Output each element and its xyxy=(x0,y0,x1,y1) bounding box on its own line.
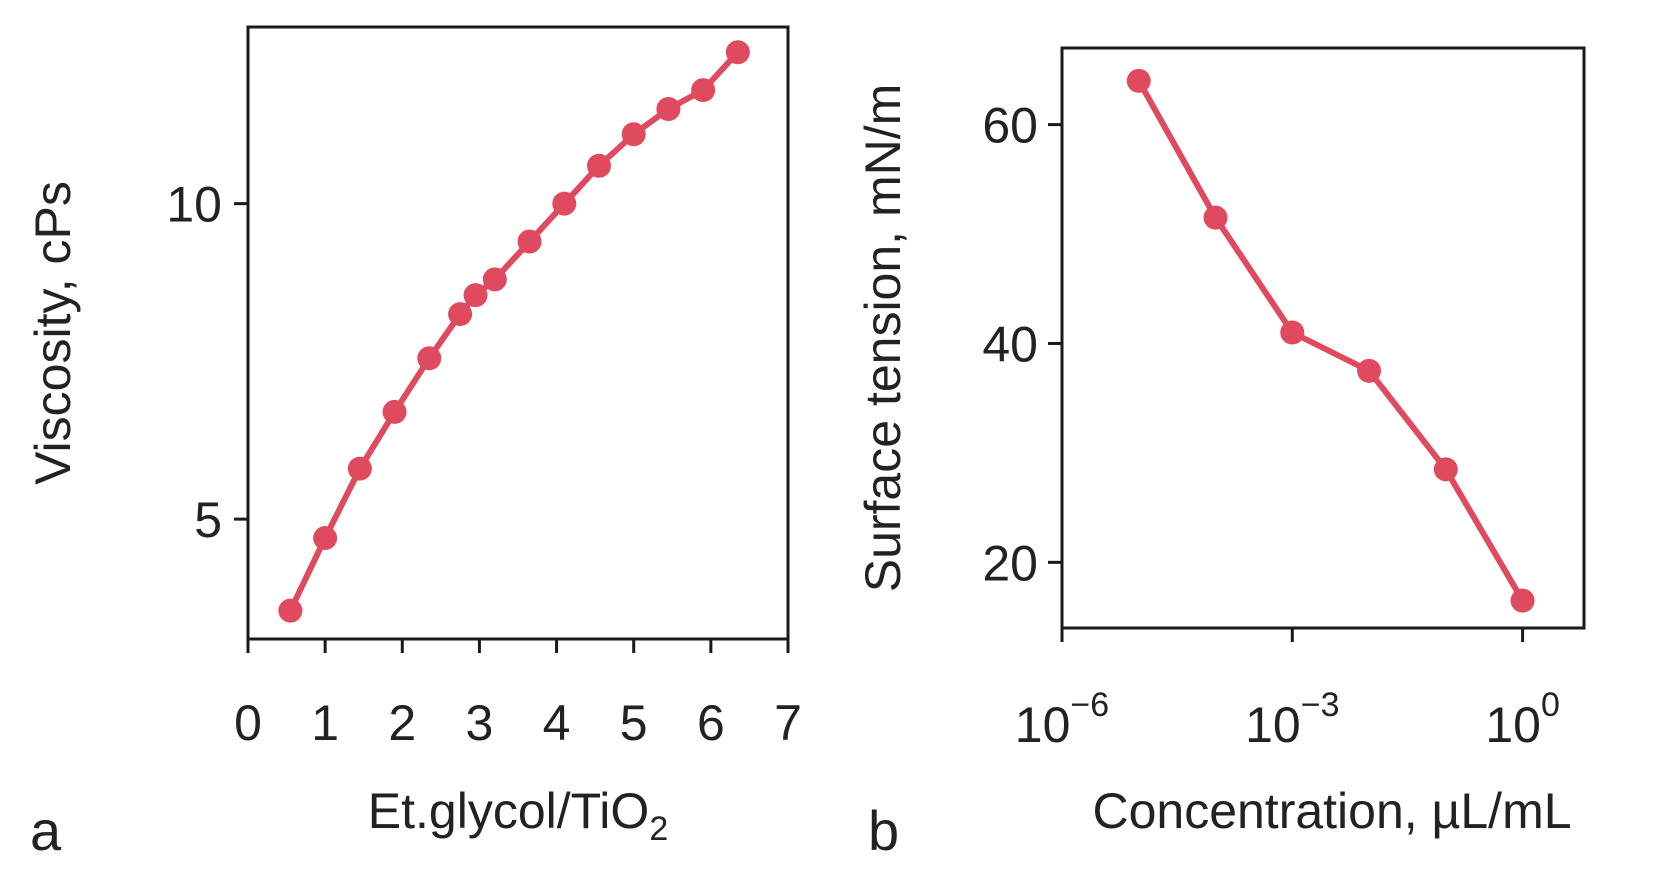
panel-b-x-tick-label: 10−3 xyxy=(1245,686,1339,753)
panel-b-x-tick-label: 10−6 xyxy=(1015,686,1109,753)
panel-a-data-point xyxy=(656,97,681,122)
panel-b-data-point xyxy=(1280,320,1305,345)
panel-b-x-tick-exponent: 0 xyxy=(1541,686,1560,724)
panel-b-y-tick-label: 60 xyxy=(982,98,1038,154)
panel-a-x-tick-label: 3 xyxy=(466,695,494,751)
panel-a-data-point xyxy=(587,153,611,178)
panel-a-x-tick-label: 4 xyxy=(543,695,571,751)
panel-b-x-tick-base: 10 xyxy=(1245,697,1301,753)
panel-a-x-tick-label: 2 xyxy=(388,695,416,751)
panel-a-x-tick-label: 7 xyxy=(774,695,802,751)
panel-a-data-point xyxy=(725,40,750,65)
panel-b-y-tick-label: 20 xyxy=(982,535,1038,591)
panel-a-x-axis-title: Et.glycol/TiO2 xyxy=(368,783,668,848)
panel-b-x-axis-title: Concentration, µL/mL xyxy=(1092,783,1571,839)
panel-a-series-line xyxy=(287,50,741,612)
panel-a-x-tick-label: 6 xyxy=(697,695,725,751)
panel-b-data-point xyxy=(1203,205,1228,230)
panel-a-series xyxy=(278,40,750,623)
panel-a-data-point xyxy=(417,346,442,371)
panel-b-series xyxy=(1126,68,1535,613)
panel-a-data-point xyxy=(691,78,716,103)
panel-b-data-point xyxy=(1357,358,1382,383)
panel-a-x-axis-title-subscript: 2 xyxy=(649,810,668,848)
panel-a-plot-frame xyxy=(246,25,790,641)
panel-a-y-axis-title: Viscosity, cPs xyxy=(25,181,81,485)
panel-b-y-tick-label: 40 xyxy=(982,316,1038,372)
panel-b-y-axis-title: Surface tension, mN/m xyxy=(855,84,911,593)
panel-a-data-point xyxy=(313,526,338,551)
panel-a-data-point xyxy=(382,399,407,424)
panel-b-x-tick-base: 10 xyxy=(1015,697,1071,753)
panel-a-data-point xyxy=(347,456,372,481)
panel-a-data-point xyxy=(621,122,646,147)
panel-a-data-point xyxy=(517,229,542,254)
panel-b-series-line xyxy=(1136,79,1526,603)
panel-b-x-tick-exponent: −3 xyxy=(1301,686,1340,724)
panel-a-data-point xyxy=(463,283,488,308)
panel-a-x-axis-title-main: Et.glycol/TiO xyxy=(368,783,650,839)
panel-b-x-tick-label: 100 xyxy=(1485,686,1560,753)
panel-a-data-point xyxy=(278,598,303,623)
panel-a-x-tick-label: 5 xyxy=(620,695,648,751)
panel-b-data-point xyxy=(1433,457,1458,482)
panel-a-y-tick-label: 10 xyxy=(166,177,222,233)
panel-b-letter: b xyxy=(868,799,899,862)
panel-a-y-tick-label: 5 xyxy=(194,492,222,548)
panel-b-data-point xyxy=(1510,588,1535,613)
panel-b-data-point xyxy=(1126,68,1151,93)
panel-a-x-tick-label: 1 xyxy=(311,695,339,751)
panel-a-data-point xyxy=(448,302,473,327)
panel-a-data-point xyxy=(552,191,577,216)
panel-a-data-point xyxy=(482,267,507,292)
panel-a-letter: a xyxy=(30,799,62,862)
panel-a-x-tick-label: 0 xyxy=(234,695,262,751)
panel-b-x-tick-exponent: −6 xyxy=(1070,686,1109,724)
panel-b-plot-frame xyxy=(1060,46,1586,630)
panel-b-x-tick-base: 10 xyxy=(1485,697,1541,753)
